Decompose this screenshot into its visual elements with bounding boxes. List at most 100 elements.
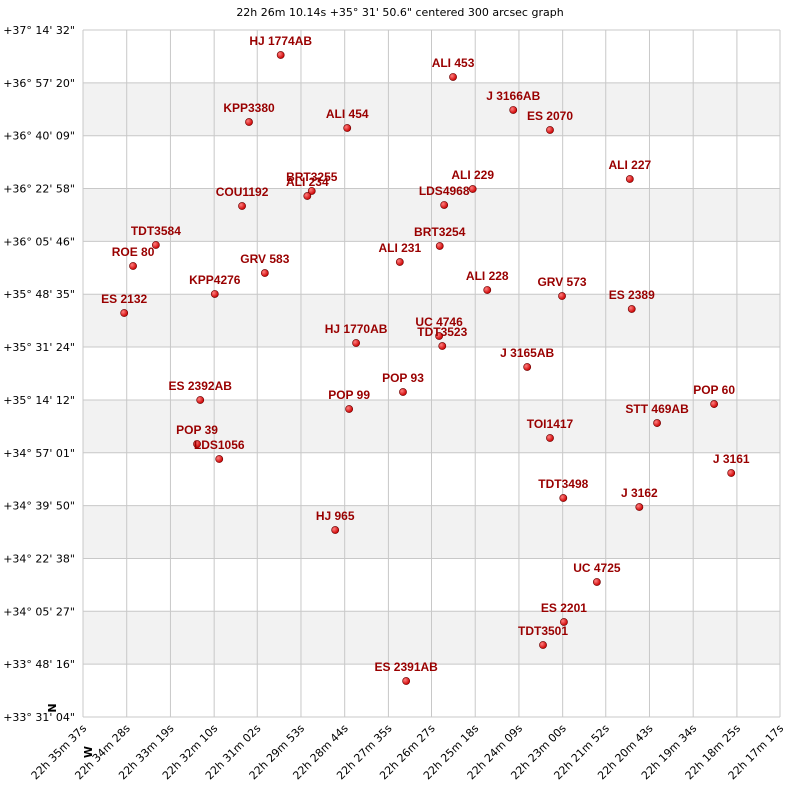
y-tick-label: +34° 39' 50" (3, 500, 75, 513)
star-label: ALI 231 (378, 241, 421, 255)
star (395, 258, 404, 266)
star (151, 241, 160, 249)
star-label: GRV 573 (537, 275, 586, 289)
star (546, 434, 554, 442)
y-tick-label: +35° 14' 12" (3, 394, 75, 407)
star (438, 342, 447, 350)
compass-north: N (46, 703, 59, 712)
y-tick-label: +33° 31' 04" (3, 711, 75, 724)
star (210, 290, 219, 298)
star (331, 526, 340, 534)
chart-title: 22h 26m 10.14s +35° 31' 50.6" centered 3… (236, 6, 563, 19)
star (245, 118, 253, 126)
star (627, 305, 636, 313)
star-label: LDS4968 (419, 184, 470, 198)
star-label: HJ 1774AB (249, 34, 312, 48)
star-label: ALI 229 (451, 168, 494, 182)
star (352, 339, 360, 347)
star (559, 494, 568, 502)
y-tick-label: +36° 40' 09" (3, 130, 75, 143)
star-label: TOI1417 (527, 417, 574, 431)
star-label: UC 4725 (573, 561, 621, 575)
y-tick-label: +37° 14' 32" (3, 24, 75, 37)
star (653, 419, 661, 427)
star (435, 242, 444, 250)
compass-west: W (82, 746, 95, 758)
star (276, 51, 285, 59)
star-label: HJ 965 (316, 509, 355, 523)
star (635, 503, 644, 511)
star-label: POP 93 (382, 371, 424, 385)
star-label: ES 2392AB (169, 379, 233, 393)
star (238, 202, 246, 210)
star (539, 641, 547, 649)
star (399, 388, 407, 396)
star (440, 201, 449, 209)
star-label: BRT3255 (286, 170, 338, 184)
y-tick-label: +34° 05' 27" (3, 605, 75, 618)
star-label: TDT3584 (131, 224, 181, 238)
star-label: J 3161 (713, 452, 750, 466)
star (307, 187, 316, 195)
y-tick-label: +34° 57' 01" (3, 447, 75, 460)
star-label: LDS1056 (194, 438, 245, 452)
star-label: ES 2070 (527, 109, 573, 123)
star-label: BRT3254 (414, 225, 466, 239)
star (727, 469, 736, 477)
star-label: ES 2132 (101, 292, 147, 306)
star-label: STT 469AB (625, 402, 689, 416)
star-label: ALI 454 (326, 107, 369, 121)
star-label: POP 39 (176, 423, 218, 437)
y-tick-label: +36° 57' 20" (3, 77, 75, 90)
star-label: TDT3498 (538, 477, 588, 491)
star (120, 309, 129, 317)
star-label: TDT3523 (417, 325, 467, 339)
y-tick-label: +36° 22' 58" (3, 183, 75, 196)
star-label: ALI 234 (286, 175, 329, 189)
star (523, 363, 532, 371)
y-tick-label: +35° 48' 35" (3, 288, 75, 301)
star-label: KPP3380 (223, 101, 275, 115)
star (592, 578, 601, 586)
star-label: HJ 1770AB (325, 322, 388, 336)
star (560, 618, 568, 626)
star (193, 440, 201, 448)
star (449, 73, 457, 81)
star (345, 405, 354, 413)
star-label: COU1192 (216, 185, 269, 199)
star (215, 455, 224, 463)
y-tick-label: +33° 48' 16" (3, 658, 75, 671)
star-label: GRV 583 (240, 252, 289, 266)
star (558, 292, 566, 300)
star (129, 262, 137, 270)
star (343, 124, 352, 132)
star (625, 175, 634, 183)
y-tick-label: +34° 22' 38" (3, 552, 75, 565)
star-label: ES 2201 (541, 601, 587, 615)
star-label: ES 2391AB (374, 660, 438, 674)
star (483, 286, 492, 294)
star (546, 126, 554, 134)
star-label: J 3166AB (486, 89, 540, 103)
star (435, 332, 444, 340)
star (509, 106, 518, 114)
star (468, 185, 477, 193)
star-label: ALI 228 (466, 269, 509, 283)
star-label: ROE 80 (112, 245, 155, 259)
star (196, 396, 205, 404)
star-label: J 3165AB (500, 346, 554, 360)
star (303, 192, 312, 200)
star-label: J 3162 (621, 486, 658, 500)
star-label: POP 99 (328, 388, 370, 402)
star-label: UC 4746 (415, 315, 463, 329)
star-label: ES 2389 (609, 288, 655, 302)
y-tick-label: +35° 31' 24" (3, 341, 75, 354)
star-label: ALI 453 (432, 56, 475, 70)
y-tick-label: +36° 05' 46" (3, 235, 75, 248)
star-label: ALI 227 (608, 158, 651, 172)
star-label: POP 60 (693, 383, 735, 397)
star (710, 400, 719, 408)
star-label: KPP4276 (189, 273, 241, 287)
star (402, 677, 411, 685)
